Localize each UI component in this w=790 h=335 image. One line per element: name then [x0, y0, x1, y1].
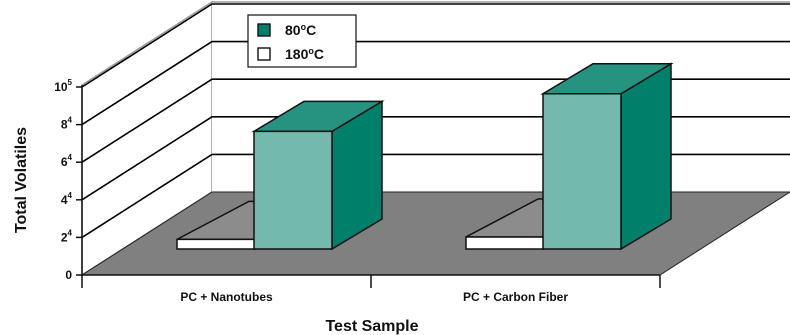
y-tick-label: 0 [65, 268, 72, 282]
bar-series-80 [540, 62, 674, 251]
x-axis-title: Test Sample [325, 318, 418, 335]
category-label: PC + Carbon Fiber [463, 290, 568, 304]
legend-swatch [257, 23, 271, 37]
legend-swatch [257, 47, 271, 61]
legend-label: 80oC [285, 22, 316, 38]
y-tick-label: 84 [61, 116, 73, 132]
bar-front [176, 238, 256, 250]
axes: 0 24 44 64 84 105 PC + Nanotubes PC + Carbon Fi… [54, 78, 661, 304]
legend-label: 180oC [285, 46, 324, 62]
gridline [81, 3, 790, 88]
bar-front [465, 236, 545, 250]
y-tick-label: 105 [54, 78, 72, 94]
legend: 80oC 180oC [247, 14, 357, 68]
y-tick-label: 64 [61, 153, 73, 169]
y-axis-title: Total Volatiles [13, 127, 30, 233]
bar-front [253, 130, 333, 250]
bar-side [620, 62, 672, 251]
gridline [81, 40, 790, 126]
y-tick-label: 44 [61, 191, 73, 207]
y-tick-label: 24 [61, 228, 73, 244]
bar-front [542, 93, 622, 250]
bars [176, 62, 674, 251]
bar-series-80 [251, 100, 385, 251]
category-label: PC + Nanotubes [180, 290, 273, 304]
